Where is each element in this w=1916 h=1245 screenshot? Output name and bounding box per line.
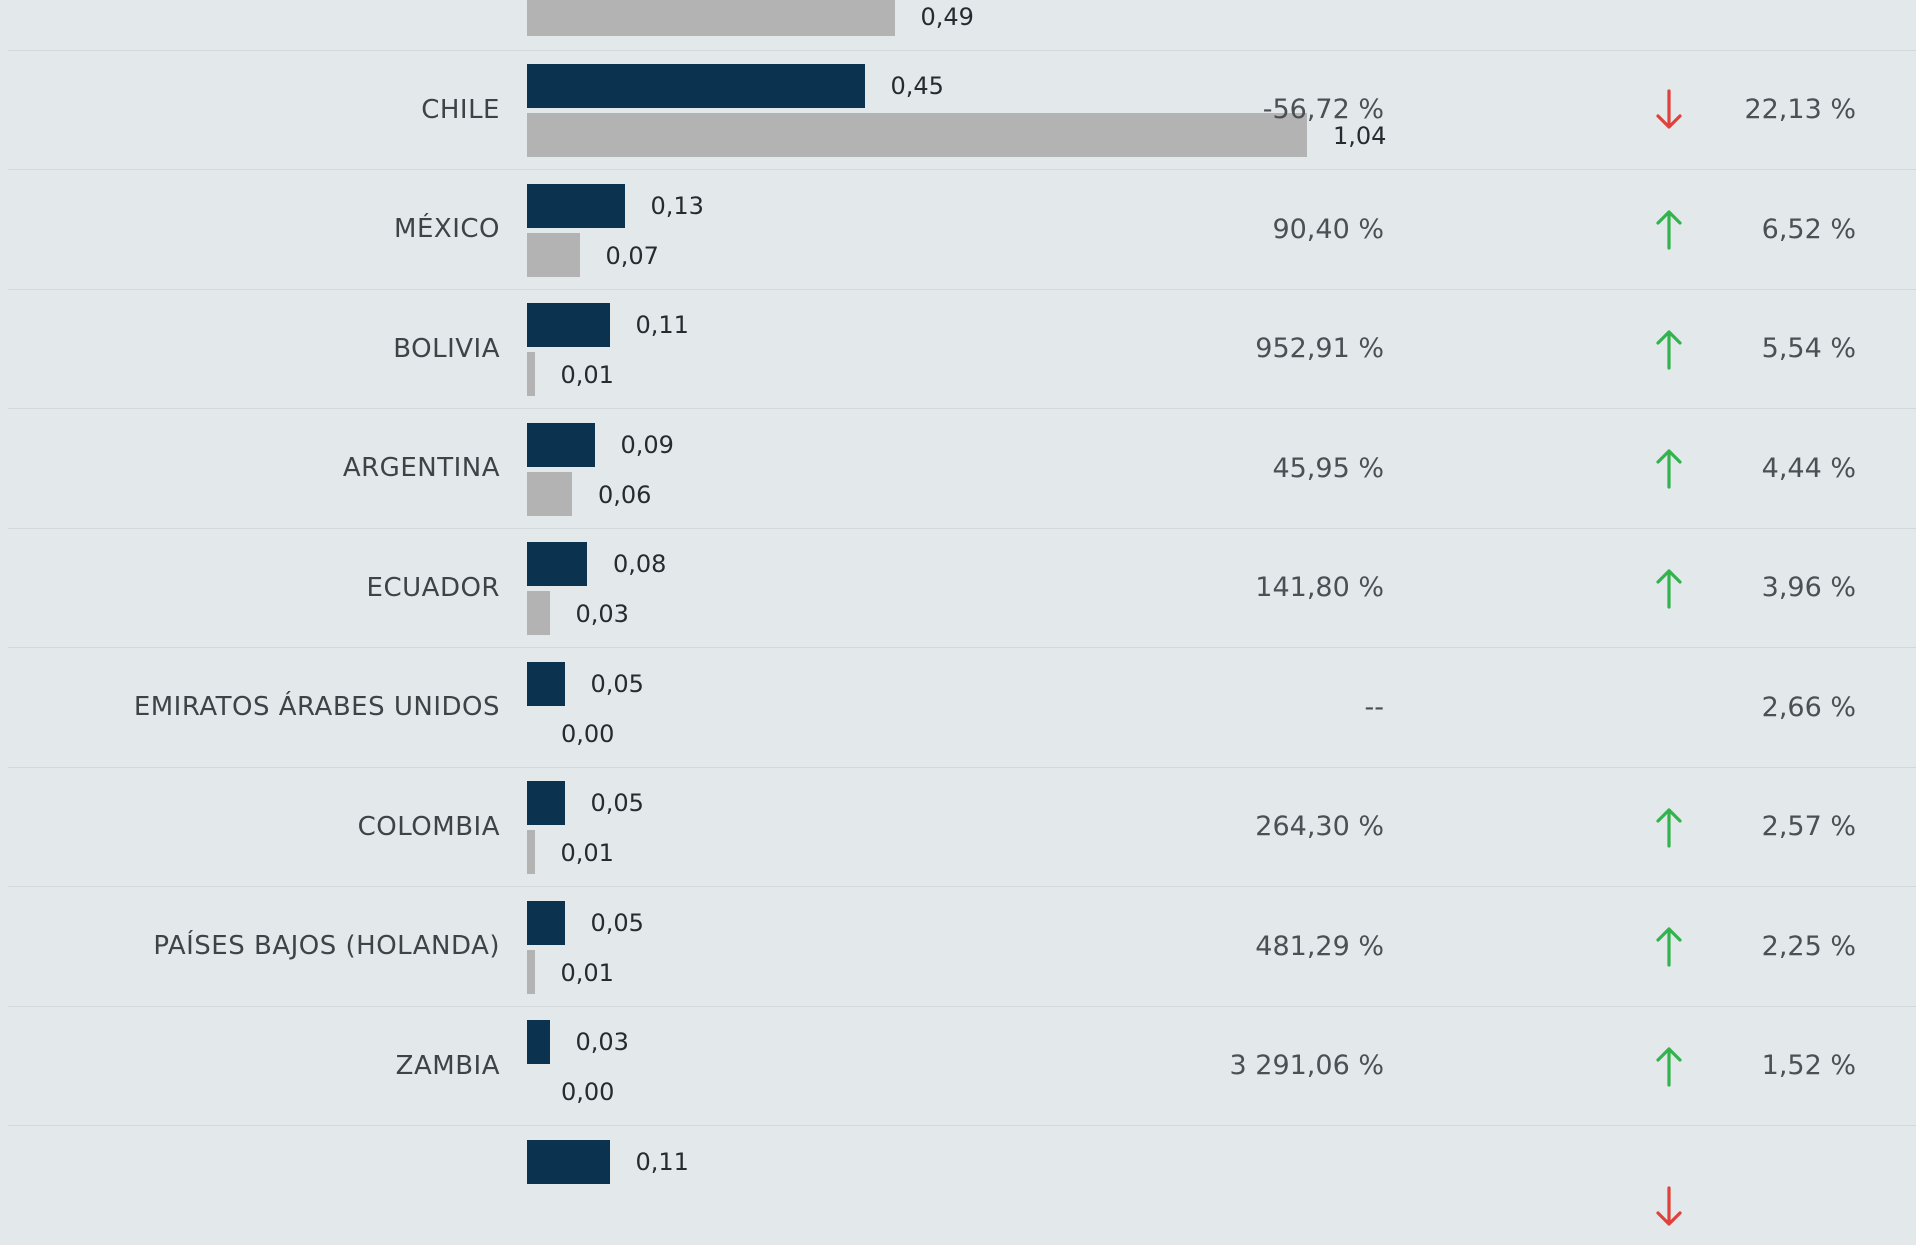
country-label: MÉXICO [394,214,500,244]
bar-previous [527,113,1307,157]
change-percent: 264,30 % [1255,811,1384,842]
country-label: EMIRATOS ÁRABES UNIDOS [133,692,500,722]
country-label: COLOMBIA [357,811,500,842]
value-label-current: 0,05 [590,908,644,937]
country-bar-chart: 0,49 CHILE 0,45 1,04 -56,72 % 22,13 % MÉXICO 0,… [8,0,1916,1226]
change-percent: 90,40 % [1272,213,1384,245]
change-percent: -56,72 % [1262,94,1384,125]
value-label-current: 0,05 [590,789,644,817]
country-label: CHILE [421,94,500,125]
share-percent: 5,54 % [1761,333,1856,364]
bar-current [527,661,565,706]
value-label-previous: 0,01 [560,839,614,867]
bar-current [527,422,595,467]
value-label-previous: 0,07 [605,241,659,270]
value-label-previous: 0,06 [598,480,652,509]
value-label-current: 0,11 [635,1147,689,1176]
bar-current [527,1020,550,1064]
change-percent: -- [1364,691,1385,723]
share-percent: 3,96 % [1761,572,1856,603]
trend-down-icon [1654,50,1684,169]
value-label-current: 0,11 [635,311,689,339]
trend-up-icon [1654,767,1684,886]
table-row-cropped-bottom: 0,11 [8,1126,1916,1245]
table-row: EMIRATOS ÁRABES UNIDOS 0,05 0,00 -- 2,66 % [8,648,1916,768]
bar-previous [527,232,580,277]
country-label: PAÍSES BAJOS (HOLANDA) [153,931,500,961]
change-percent: 141,80 % [1255,572,1384,603]
bar-current [527,303,610,347]
table-row: PAÍSES BAJOS (HOLANDA) 0,05 0,01 481,29 % 2,… [8,887,1916,1007]
value-label-current: 0,13 [650,191,704,220]
table-row: MÉXICO 0,13 0,07 90,40 % 6,52 % [8,170,1916,290]
bar-current [527,1139,610,1184]
table-row: ARGENTINA 0,09 0,06 45,95 % 4,44 % [8,409,1916,529]
bar-previous [527,830,535,874]
trend-up-icon [1654,528,1684,647]
share-percent: 2,57 % [1761,811,1856,842]
table-row: COLOMBIA 0,05 0,01 264,30 % 2,57 % [8,767,1916,887]
bar-previous [527,471,572,516]
bar-previous [527,591,550,635]
value-label-previous: 0,00 [561,1078,615,1106]
share-percent: 4,44 % [1761,452,1856,484]
value-label-current: 0,03 [575,1028,629,1056]
trend-up-icon [1654,409,1684,528]
trend-up-icon [1654,0,1684,20]
table-row: BOLIVIA 0,11 0,01 952,91 % 5,54 % [8,289,1916,409]
table-row: CHILE 0,45 1,04 -56,72 % 22,13 % [8,50,1916,170]
trend-up-icon [1654,170,1684,289]
bar-previous [527,0,895,36]
trend-up-icon [1654,1006,1684,1125]
country-label: ZAMBIA [395,1050,500,1081]
value-label-previous: 0,49 [920,3,974,31]
value-label-current: 0,09 [620,430,674,459]
value-label-current: 0,45 [890,72,944,100]
value-label-current: 0,08 [613,550,667,578]
change-percent: 481,29 % [1255,930,1384,962]
bar-current [527,64,865,108]
trend-up-icon [1654,289,1684,408]
value-label-previous: 1,04 [1333,122,1387,150]
country-label: BOLIVIA [393,333,500,364]
table-row: ZAMBIA 0,03 0,00 3 291,06 % 1,52 % [8,1006,1916,1126]
country-label: ECUADOR [366,572,500,603]
bar-previous [527,949,535,994]
table-row-cropped-top: 0,49 [8,0,1916,51]
value-label-previous: 0,03 [575,600,629,628]
table-row: ECUADOR 0,08 0,03 141,80 % 3,96 % [8,528,1916,648]
share-percent: 1,52 % [1761,1050,1856,1081]
bar-previous [527,352,535,396]
change-percent: 3 291,06 % [1229,1050,1384,1081]
value-label-current: 0,05 [590,669,644,698]
country-label: ARGENTINA [342,453,500,483]
value-label-previous: 0,01 [560,361,614,389]
bar-current [527,900,565,945]
change-percent: 45,95 % [1272,452,1384,484]
bar-current [527,542,587,586]
share-percent: 2,25 % [1761,930,1856,962]
trend-down-icon [1654,1185,1684,1228]
bar-current [527,183,625,228]
share-percent: 6,52 % [1761,213,1856,245]
value-label-previous: 0,01 [560,958,614,987]
share-percent: 22,13 % [1744,94,1856,125]
trend-up-icon [1654,887,1684,1006]
change-percent: 952,91 % [1255,333,1384,364]
bar-current [527,781,565,825]
value-label-previous: 0,00 [561,719,615,748]
share-percent: 2,66 % [1761,691,1856,723]
